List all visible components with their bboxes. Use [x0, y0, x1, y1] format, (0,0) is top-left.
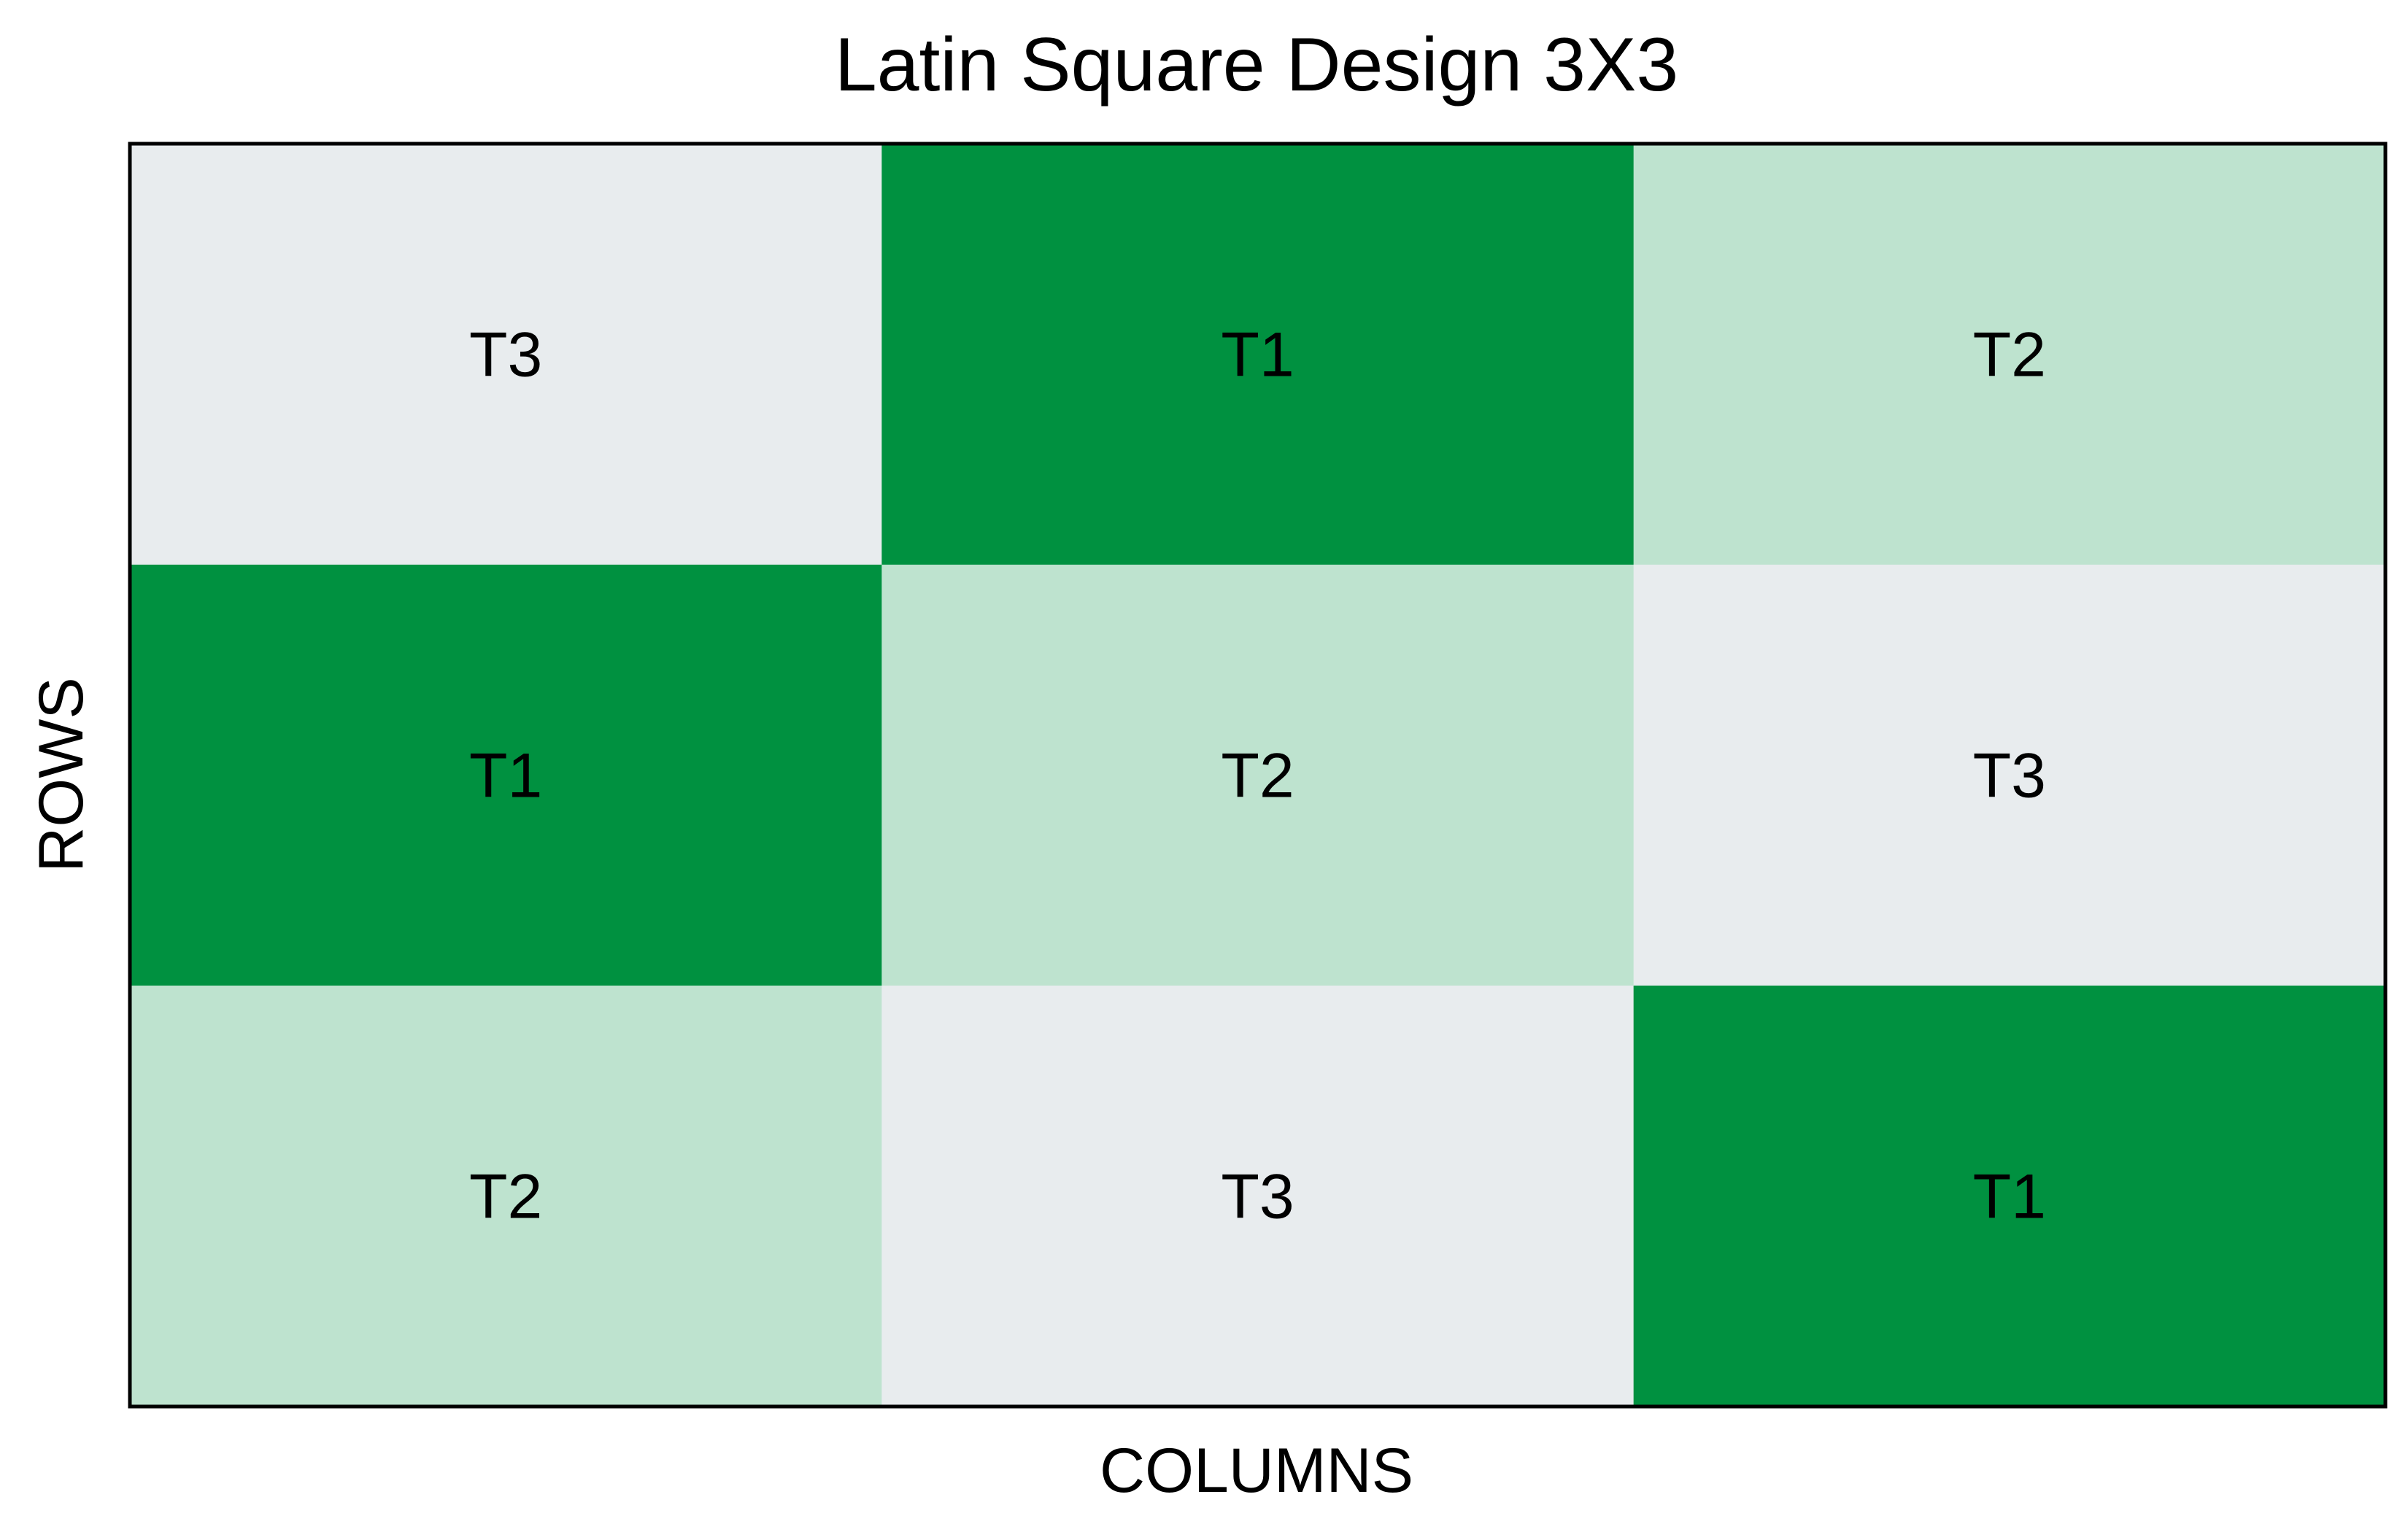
cell-label: T3	[1973, 741, 2046, 811]
cell-label: T3	[469, 320, 542, 390]
cell-r1-c3: T2	[1633, 144, 2386, 565]
cell-fill	[130, 144, 882, 565]
chart-title: Latin Square Design 3X3	[835, 23, 1678, 107]
cell-fill	[881, 986, 1635, 1407]
cell-fill	[881, 565, 1635, 986]
cell-label: T1	[469, 741, 542, 811]
cell-fill	[1633, 986, 2386, 1407]
plot-frame	[128, 142, 2388, 1409]
cells-layer: T3 T1 T2 T1 T2 T3 T2 T3 T1	[130, 144, 2386, 1407]
cell-fill	[881, 144, 1635, 565]
cell-label: T1	[1973, 1162, 2046, 1232]
cell-fill	[1633, 565, 2386, 986]
cell-r3-c1: T2	[130, 986, 882, 1407]
cell-fill	[130, 986, 882, 1407]
cell-label: T1	[1221, 320, 1294, 390]
cell-r2-c2: T2	[881, 565, 1635, 986]
x-axis-label: COLUMNS	[1100, 1436, 1413, 1506]
cell-r3-c2: T3	[881, 986, 1635, 1407]
cell-r1-c2: T1	[881, 144, 1635, 565]
cell-fill	[130, 565, 882, 986]
cell-r1-c1: T3	[130, 144, 882, 565]
cell-label: T3	[1221, 1162, 1294, 1232]
y-axis-label: ROWS	[26, 677, 96, 873]
cell-label: T2	[1221, 741, 1294, 811]
cell-r2-c1: T1	[130, 565, 882, 986]
cell-fill	[1633, 144, 2386, 565]
cell-r3-c3: T1	[1633, 986, 2386, 1407]
cell-label: T2	[1973, 320, 2046, 390]
cell-label: T2	[469, 1162, 542, 1232]
cell-r2-c3: T3	[1633, 565, 2386, 986]
